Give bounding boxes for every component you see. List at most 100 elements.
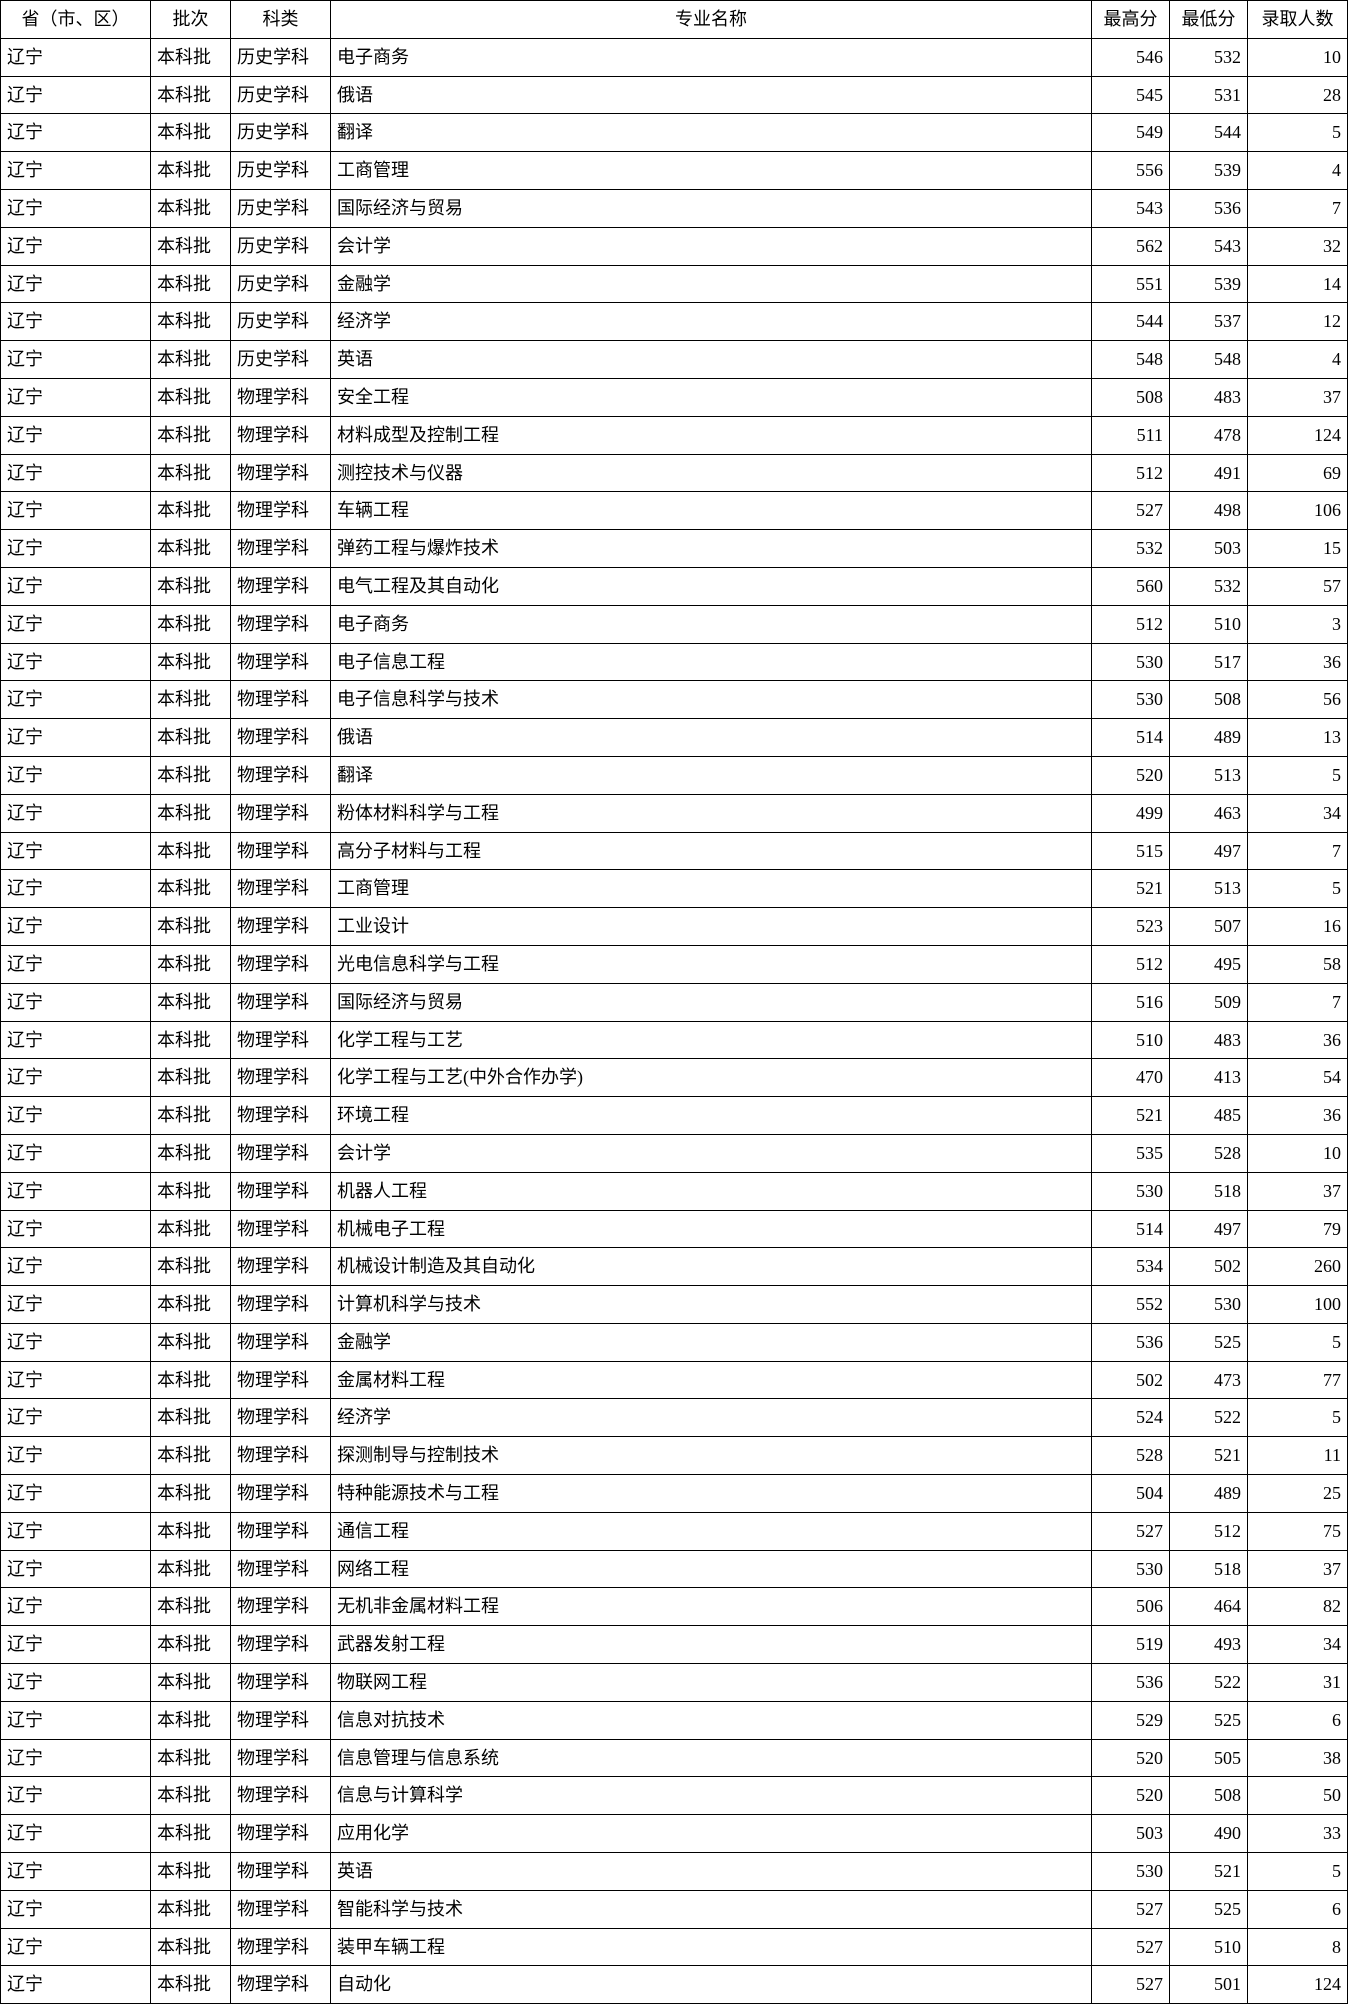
table-cell: 100	[1248, 1286, 1348, 1324]
table-cell: 503	[1170, 530, 1248, 568]
table-cell: 物理学科	[231, 1097, 331, 1135]
table-cell: 物理学科	[231, 1059, 331, 1097]
table-cell: 512	[1092, 454, 1170, 492]
table-cell: 本科批	[151, 1248, 231, 1286]
table-cell: 物理学科	[231, 378, 331, 416]
table-cell: 辽宁	[1, 1626, 151, 1664]
table-cell: 辽宁	[1, 1928, 151, 1966]
table-cell: 本科批	[151, 1059, 231, 1097]
table-row: 辽宁本科批物理学科信息管理与信息系统52050538	[1, 1739, 1348, 1777]
table-cell: 本科批	[151, 605, 231, 643]
table-cell: 物理学科	[231, 983, 331, 1021]
table-cell: 弹药工程与爆炸技术	[331, 530, 1092, 568]
table-cell: 英语	[331, 1853, 1092, 1891]
table-cell: 38	[1248, 1739, 1348, 1777]
table-cell: 本科批	[151, 1739, 231, 1777]
table-cell: 物理学科	[231, 832, 331, 870]
col-min-score: 最低分	[1170, 1, 1248, 39]
table-cell: 物理学科	[231, 756, 331, 794]
table-cell: 510	[1092, 1021, 1170, 1059]
table-cell: 473	[1170, 1361, 1248, 1399]
table-cell: 57	[1248, 567, 1348, 605]
table-cell: 辽宁	[1, 643, 151, 681]
table-cell: 522	[1170, 1664, 1248, 1702]
table-cell: 本科批	[151, 265, 231, 303]
table-cell: 物理学科	[231, 530, 331, 568]
table-cell: 本科批	[151, 530, 231, 568]
table-cell: 544	[1092, 303, 1170, 341]
table-cell: 翻译	[331, 756, 1092, 794]
table-cell: 物理学科	[231, 945, 331, 983]
table-cell: 5	[1248, 1853, 1348, 1891]
table-cell: 518	[1170, 1172, 1248, 1210]
table-cell: 本科批	[151, 454, 231, 492]
table-cell: 辽宁	[1, 530, 151, 568]
table-cell: 502	[1170, 1248, 1248, 1286]
table-cell: 本科批	[151, 152, 231, 190]
table-row: 辽宁本科批物理学科机器人工程53051837	[1, 1172, 1348, 1210]
table-row: 辽宁本科批历史学科电子商务54653210	[1, 38, 1348, 76]
table-cell: 527	[1092, 1928, 1170, 1966]
table-cell: 5	[1248, 1323, 1348, 1361]
table-cell: 5	[1248, 114, 1348, 152]
table-cell: 辽宁	[1, 1664, 151, 1702]
table-cell: 509	[1170, 983, 1248, 1021]
table-cell: 辽宁	[1, 870, 151, 908]
table-cell: 7	[1248, 983, 1348, 1021]
table-row: 辽宁本科批物理学科特种能源技术与工程50448925	[1, 1475, 1348, 1513]
table-cell: 10	[1248, 1134, 1348, 1172]
table-cell: 77	[1248, 1361, 1348, 1399]
table-cell: 508	[1170, 681, 1248, 719]
table-cell: 545	[1092, 76, 1170, 114]
table-cell: 511	[1092, 416, 1170, 454]
table-cell: 50	[1248, 1777, 1348, 1815]
table-cell: 物理学科	[231, 1323, 331, 1361]
table-cell: 辽宁	[1, 38, 151, 76]
table-cell: 490	[1170, 1815, 1248, 1853]
table-cell: 54	[1248, 1059, 1348, 1097]
table-cell: 经济学	[331, 1399, 1092, 1437]
table-cell: 物理学科	[231, 454, 331, 492]
table-cell: 525	[1170, 1890, 1248, 1928]
table-cell: 527	[1092, 1512, 1170, 1550]
table-cell: 8	[1248, 1928, 1348, 1966]
col-province: 省（市、区）	[1, 1, 151, 39]
table-cell: 机械设计制造及其自动化	[331, 1248, 1092, 1286]
table-cell: 辽宁	[1, 1815, 151, 1853]
table-row: 辽宁本科批历史学科工商管理5565394	[1, 152, 1348, 190]
table-cell: 本科批	[151, 1437, 231, 1475]
table-row: 辽宁本科批物理学科信息与计算科学52050850	[1, 1777, 1348, 1815]
table-cell: 本科批	[151, 1210, 231, 1248]
table-cell: 530	[1092, 643, 1170, 681]
table-cell: 物理学科	[231, 1928, 331, 1966]
table-cell: 本科批	[151, 832, 231, 870]
table-cell: 本科批	[151, 1512, 231, 1550]
table-row: 辽宁本科批物理学科机械设计制造及其自动化534502260	[1, 1248, 1348, 1286]
table-cell: 本科批	[151, 1172, 231, 1210]
table-cell: 536	[1092, 1664, 1170, 1702]
table-cell: 电子信息科学与技术	[331, 681, 1092, 719]
table-cell: 3	[1248, 605, 1348, 643]
table-row: 辽宁本科批物理学科探测制导与控制技术52852111	[1, 1437, 1348, 1475]
table-cell: 546	[1092, 38, 1170, 76]
table-row: 辽宁本科批历史学科国际经济与贸易5435367	[1, 189, 1348, 227]
table-cell: 489	[1170, 719, 1248, 757]
table-cell: 510	[1170, 605, 1248, 643]
table-cell: 532	[1170, 38, 1248, 76]
table-cell: 辽宁	[1, 152, 151, 190]
table-row: 辽宁本科批物理学科网络工程53051837	[1, 1550, 1348, 1588]
table-cell: 高分子材料与工程	[331, 832, 1092, 870]
table-cell: 34	[1248, 794, 1348, 832]
table-cell: 525	[1170, 1323, 1248, 1361]
table-cell: 506	[1092, 1588, 1170, 1626]
table-cell: 辽宁	[1, 605, 151, 643]
table-body: 辽宁本科批历史学科电子商务54653210辽宁本科批历史学科俄语54553128…	[1, 38, 1348, 2003]
table-cell: 物理学科	[231, 1588, 331, 1626]
table-cell: 本科批	[151, 794, 231, 832]
table-cell: 514	[1092, 1210, 1170, 1248]
table-cell: 辽宁	[1, 1172, 151, 1210]
table-cell: 计算机科学与技术	[331, 1286, 1092, 1324]
col-admitted: 录取人数	[1248, 1, 1348, 39]
table-cell: 508	[1092, 378, 1170, 416]
table-cell: 518	[1170, 1550, 1248, 1588]
